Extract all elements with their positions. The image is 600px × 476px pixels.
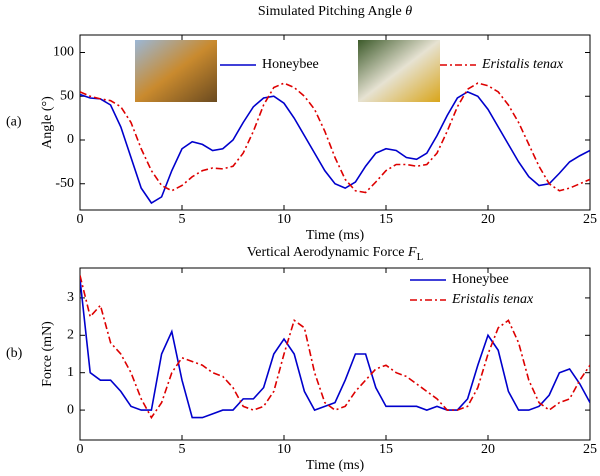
- bee-photo: [358, 40, 440, 102]
- y-tick-label: 3: [67, 290, 74, 305]
- y-tick-label: 0: [67, 132, 74, 147]
- x-tick-label: 15: [379, 212, 393, 227]
- y-tick-label: 2: [67, 328, 74, 343]
- x-tick-label: 25: [583, 442, 597, 457]
- title-subscript: L: [417, 251, 424, 263]
- data-line: [80, 279, 590, 419]
- x-tick-label: 20: [481, 212, 495, 227]
- data-line: [80, 82, 590, 194]
- x-tick-label: 0: [77, 442, 84, 457]
- y-axis-label: Force (mN): [40, 321, 55, 387]
- x-tick-label: 15: [379, 442, 393, 457]
- x-axis-label: Time (ms): [306, 228, 365, 243]
- x-tick-label: 0: [77, 212, 84, 227]
- data-line: [80, 90, 590, 205]
- legend-label: Eristalis tenax: [451, 292, 534, 307]
- x-tick-label: 10: [277, 442, 291, 457]
- y-tick-label: -50: [55, 176, 74, 191]
- y-axis-label: Angle (°): [40, 96, 55, 149]
- chart-title: Vertical Aerodynamic Force FL: [247, 245, 424, 262]
- y-tick-label: 50: [60, 88, 74, 103]
- x-tick-label: 5: [179, 212, 186, 227]
- chart-title: Simulated Pitching Angle θ: [258, 4, 412, 19]
- x-tick-label: 5: [179, 442, 186, 457]
- y-tick-label: 100: [53, 45, 74, 60]
- title-symbol: θ: [405, 4, 412, 19]
- title-symbol: F: [407, 245, 417, 260]
- panel-label: (b): [6, 346, 23, 361]
- bee-photo: [135, 40, 217, 102]
- x-tick-label: 10: [277, 212, 291, 227]
- x-axis-label: Time (ms): [306, 458, 365, 473]
- legend-label: Honeybee: [452, 272, 509, 287]
- x-tick-label: 25: [583, 212, 597, 227]
- plot-frame: [79, 34, 591, 211]
- panel-label: (a): [6, 115, 22, 130]
- title-text: Simulated Pitching Angle: [258, 4, 402, 19]
- legend-label: Eristalis tenax: [481, 57, 564, 72]
- plot-frame: [79, 267, 591, 441]
- y-tick-label: 0: [67, 402, 74, 417]
- y-tick-label: 1: [67, 365, 74, 380]
- x-tick-label: 20: [481, 442, 495, 457]
- legend-label: Honeybee: [262, 57, 319, 72]
- title-text: Vertical Aerodynamic Force: [247, 245, 405, 260]
- data-line: [80, 275, 590, 420]
